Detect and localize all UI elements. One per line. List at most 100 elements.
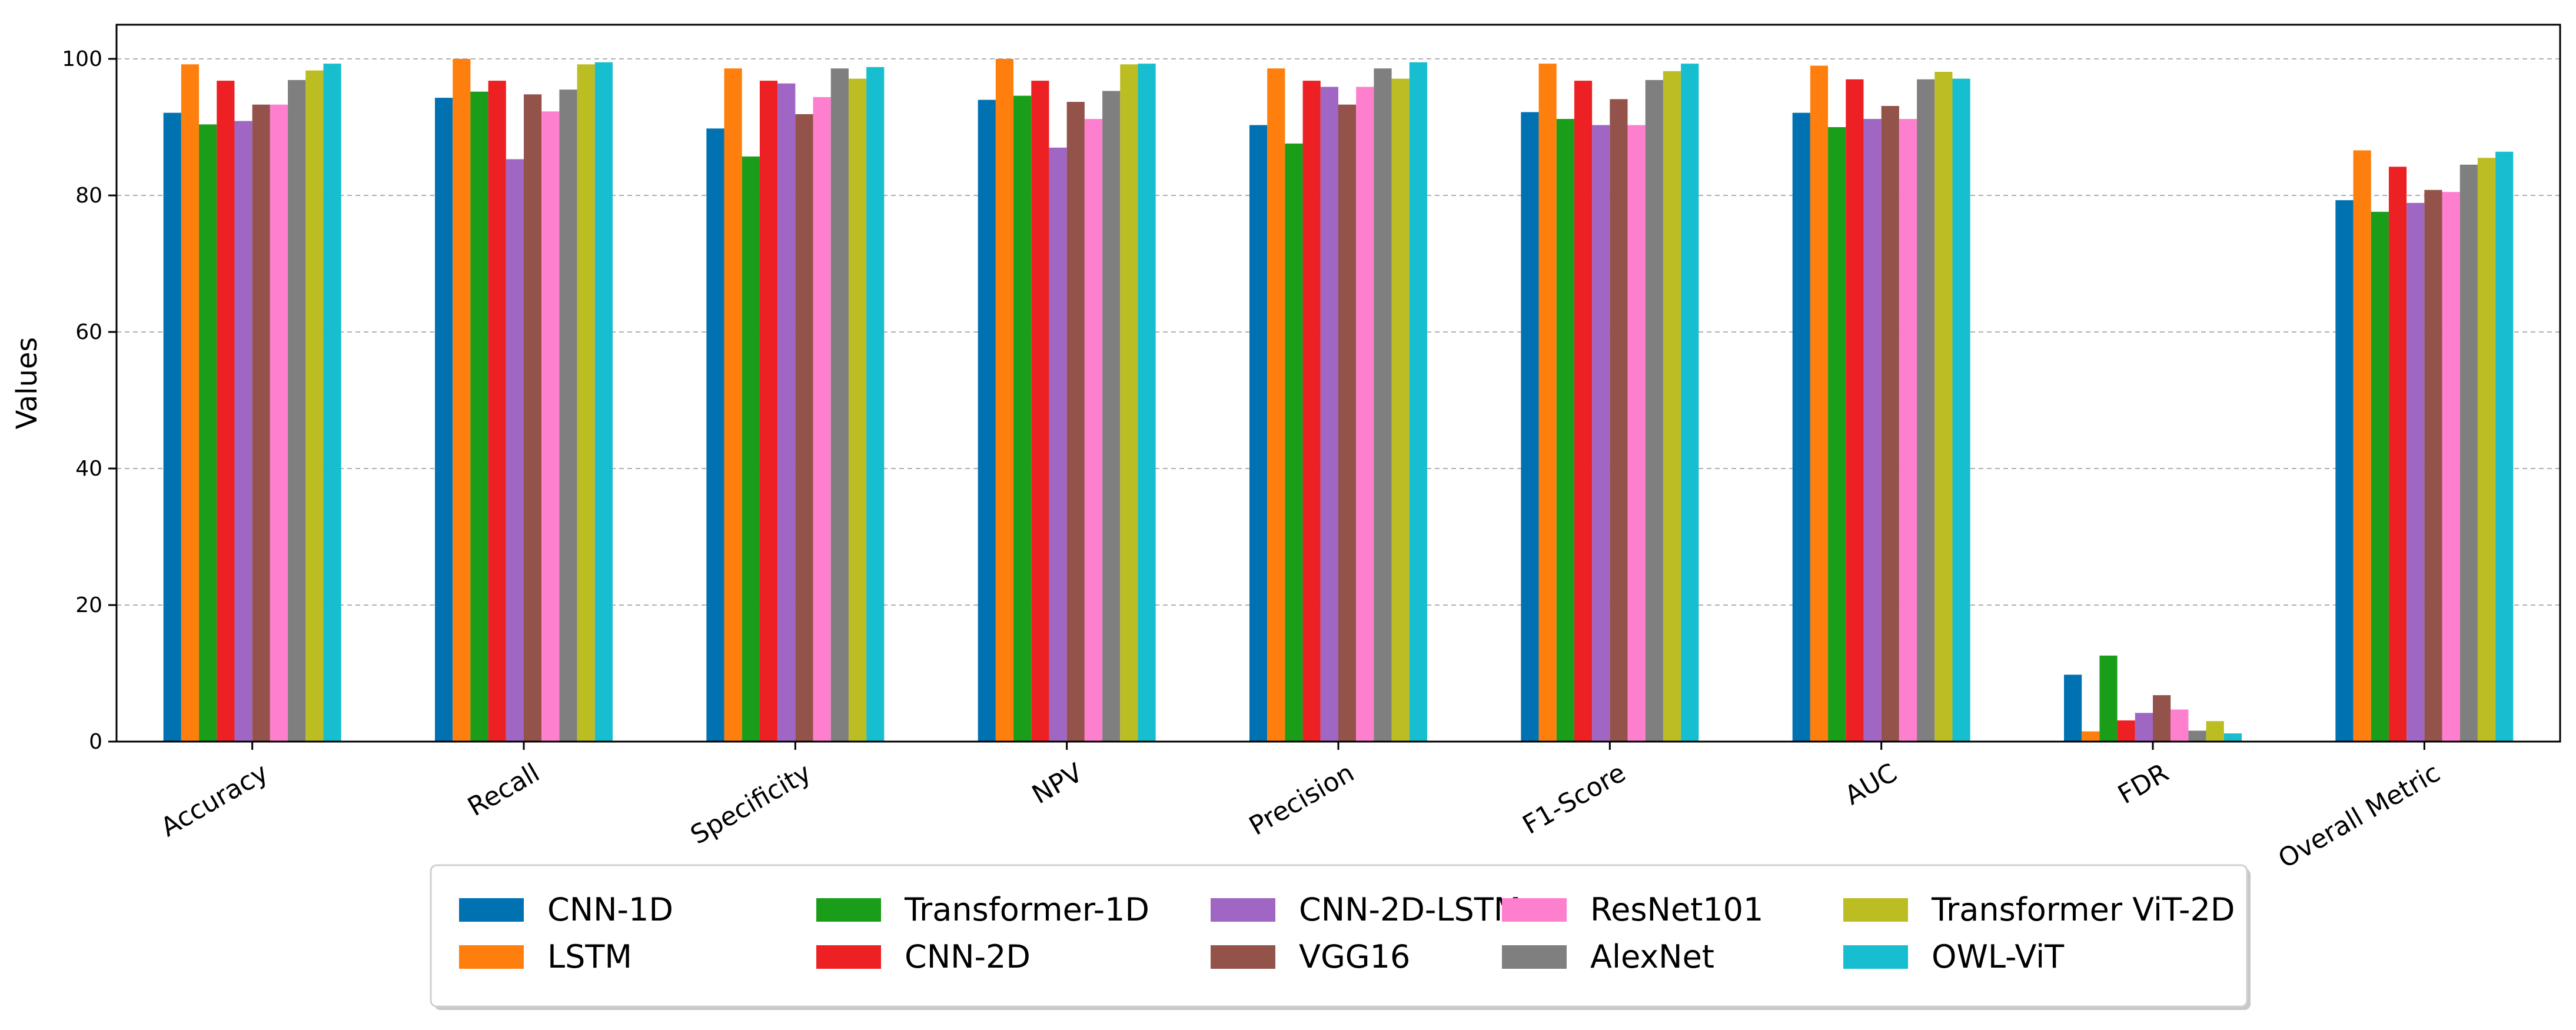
bar (1917, 79, 1935, 742)
bar (742, 156, 760, 742)
bar (1374, 68, 1392, 742)
bar (305, 70, 324, 742)
legend-label: ResNet101 (1590, 891, 1763, 928)
legend-label: VGG16 (1299, 938, 1410, 975)
bar (2153, 695, 2171, 742)
bar (1302, 81, 1321, 742)
x-category-label: Overall Metric (2273, 757, 2445, 874)
bar (594, 62, 613, 742)
bar (163, 112, 181, 742)
bar (1935, 72, 1953, 742)
bar (1320, 87, 1338, 742)
y-tick-label: 20 (75, 593, 102, 617)
bar (2495, 151, 2514, 742)
bar (234, 121, 252, 742)
bar (2099, 655, 2118, 742)
y-tick-label: 60 (75, 320, 102, 344)
bar (1952, 78, 1970, 742)
bar (2335, 200, 2354, 742)
bar (524, 94, 542, 742)
legend: CNN-1D LSTM Transformer-1D CNN-2D CNN-2D-LST… (430, 864, 2251, 1010)
x-category-label: F1-Score (1518, 757, 1631, 840)
bar (2371, 211, 2389, 742)
bar (1645, 79, 1663, 742)
bar (1610, 99, 1628, 742)
y-tick-label: 40 (75, 457, 102, 481)
x-axis-categories: Accuracy Recall Specificity NPV Precision F1-… (156, 742, 2445, 875)
legend-label: OWL-ViT (1932, 938, 2065, 975)
bar (2064, 675, 2082, 742)
legend-swatch (1211, 945, 1275, 969)
bar (1828, 127, 1846, 742)
legend-box (430, 864, 2248, 1008)
x-category-label: Specificity (686, 757, 816, 850)
bar (470, 91, 488, 742)
x-category-label: AUC (1840, 757, 1902, 811)
bar (1285, 143, 1303, 742)
bar (1066, 102, 1085, 742)
bar (1899, 119, 1917, 742)
bar (1538, 64, 1557, 742)
bar (1881, 106, 1899, 742)
bar (1249, 125, 1268, 742)
legend-swatch (1502, 945, 1567, 969)
bar (777, 83, 796, 742)
bar (1521, 112, 1539, 742)
bar (2171, 709, 2189, 742)
legend-swatch (1502, 898, 1567, 922)
bar (1267, 68, 1285, 742)
bar (1338, 104, 1357, 742)
legend-label: LSTM (547, 938, 632, 975)
legend-swatch (816, 945, 881, 969)
legend-swatch (1843, 898, 1908, 922)
legend-label: CNN-2D-LSTM (1299, 891, 1521, 928)
bar (2353, 150, 2371, 742)
legend-swatch (1211, 898, 1275, 922)
bar (435, 98, 453, 742)
bar (1810, 65, 1829, 742)
bar (181, 64, 200, 742)
x-category-label: Precision (1244, 757, 1360, 841)
legend-label: Transformer-1D (904, 891, 1149, 928)
bar (1013, 95, 1032, 742)
bar (830, 68, 849, 742)
bar (848, 78, 867, 742)
bar (488, 81, 506, 742)
bar (252, 104, 270, 742)
bar (2117, 720, 2135, 742)
bar (1556, 119, 1574, 742)
legend-label: CNN-2D (905, 938, 1031, 975)
bar (1627, 125, 1646, 742)
bar (2424, 190, 2442, 742)
bar (217, 81, 235, 742)
bar (541, 111, 560, 742)
bar (288, 79, 306, 742)
bar (1049, 147, 1067, 742)
bar (1084, 119, 1103, 742)
x-category-label: Recall (463, 757, 544, 822)
bar (199, 124, 217, 742)
bar (1846, 79, 1864, 742)
bar (995, 59, 1014, 742)
x-category-label: FDR (2113, 757, 2173, 810)
bar (1574, 81, 1593, 742)
bar (795, 114, 813, 742)
bar (2223, 733, 2242, 742)
y-tick-label: 0 (89, 730, 102, 754)
bar (1391, 78, 1410, 742)
legend-label: AlexNet (1590, 938, 1714, 975)
bar (2082, 731, 2100, 742)
bar (2206, 721, 2224, 742)
x-category-label: NPV (1027, 757, 1088, 810)
bar (559, 89, 577, 742)
bars (163, 59, 2514, 742)
bar (978, 99, 996, 742)
bar (1663, 71, 1681, 742)
bar (453, 59, 471, 742)
bar (270, 104, 288, 742)
bar (1863, 119, 1882, 742)
bar (1138, 64, 1156, 742)
y-axis-ticks: 0 20 40 60 80 100 (62, 47, 117, 754)
bar (2442, 192, 2460, 742)
